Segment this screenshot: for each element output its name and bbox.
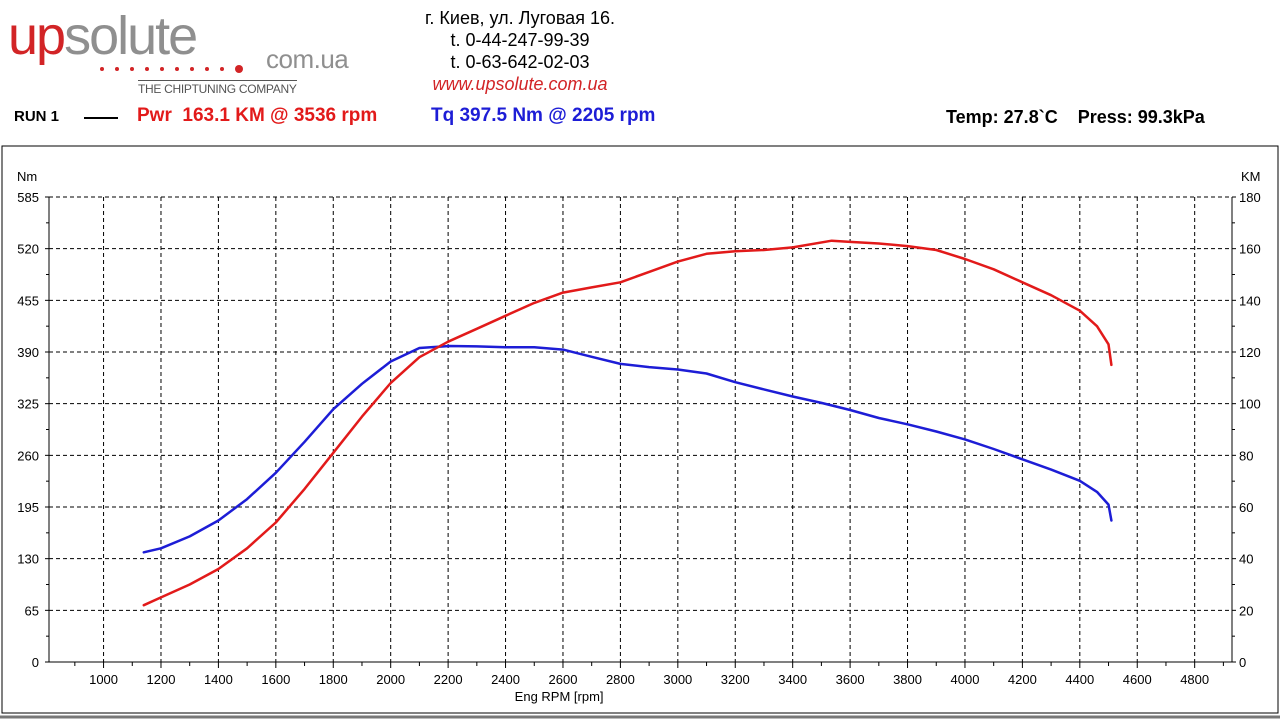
x-tick-label: 2800 (606, 672, 635, 687)
y-left-tick-label: 455 (17, 293, 39, 308)
contact-address: г. Киев, ул. Луговая 16. (425, 8, 615, 28)
contact-phone-1: t. 0-44-247-99-39 (450, 30, 590, 50)
x-tick-label: 1800 (319, 672, 348, 687)
x-tick-label: 2000 (376, 672, 405, 687)
y-left-tick-label: 325 (17, 397, 39, 412)
y-right-tick-label: 40 (1239, 552, 1253, 567)
x-tick-label: 2400 (491, 672, 520, 687)
conditions-readout: Temp: 27.8`C Press: 99.3kPa (946, 107, 1205, 127)
dyno-chart-svg: 1000 1200 1400 1600 1800 2000 2200 2400 2600 2800… (0, 145, 1280, 719)
y-right-tick-label: 0 (1239, 655, 1246, 670)
y-left-tick-label: 260 (17, 448, 39, 463)
y-left-tick-label: 0 (32, 655, 39, 670)
torque-curve-line (142, 344, 1113, 554)
x-tick-label: 3400 (778, 672, 807, 687)
x-tick-label: 1600 (261, 672, 290, 687)
y-right-tick-label: 20 (1239, 603, 1253, 618)
x-tick-label: 4000 (951, 672, 980, 687)
y-left-axis-label: Nm (17, 169, 37, 184)
x-tick-label: 2200 (434, 672, 463, 687)
x-tick-label: 4200 (1008, 672, 1037, 687)
y-right-tick-label: 80 (1239, 448, 1253, 463)
x-tick-label: 3200 (721, 672, 750, 687)
x-tick-label: 4600 (1123, 672, 1152, 687)
grid-layer (49, 196, 1232, 662)
y-right-tick-label: 160 (1239, 242, 1261, 257)
logo-domain: com.ua (266, 44, 349, 74)
chart-frame (1, 145, 1279, 714)
y-right-tick-label: 100 (1239, 397, 1261, 412)
logo-tagline: THE CHIPTUNING COMPANY (138, 80, 297, 96)
y-left-tick-label: 130 (17, 552, 39, 567)
y-right-tick-label: 120 (1239, 345, 1261, 360)
x-tick-label: 3800 (893, 672, 922, 687)
y-left-tick-label: 585 (17, 190, 39, 205)
x-tick-label: 4800 (1180, 672, 1209, 687)
series-layer (142, 239, 1113, 607)
logo-solute: solute (64, 6, 198, 66)
y-left-tick-label: 195 (17, 500, 39, 515)
x-axis-label: Eng RPM [rpm] (515, 689, 604, 704)
y-left-tick-label: 520 (17, 242, 39, 257)
dyno-chart: 1000 1200 1400 1600 1800 2000 2200 2400 2600 2800… (0, 145, 1280, 720)
run-label: RUN 1 (14, 108, 60, 125)
y-left-tick-label: 65 (25, 603, 39, 618)
x-tick-label: 4400 (1065, 672, 1094, 687)
power-curve-line (142, 239, 1113, 607)
torque-summary: Tq 397.5 Nm @ 2205 rpm (431, 105, 656, 126)
y-right-tick-label: 140 (1239, 293, 1261, 308)
axes-layer: 1000 1200 1400 1600 1800 2000 2200 2400 2600 2800… (17, 169, 1261, 704)
y-left-tick-label: 390 (17, 345, 39, 360)
x-tick-label: 3000 (663, 672, 692, 687)
x-tick-label: 2600 (549, 672, 578, 687)
x-tick-label: 1400 (204, 672, 233, 687)
y-right-tick-label: 180 (1239, 190, 1261, 205)
x-tick-label: 1000 (89, 672, 118, 687)
logo-dots-decoration (100, 60, 270, 73)
y-right-tick-label: 60 (1239, 500, 1253, 515)
y-right-axis-label: KM (1241, 169, 1261, 184)
report-header: upsolute com.ua THE CHIPTUNING COMPANY г… (0, 0, 1280, 145)
x-tick-label: 1200 (147, 672, 176, 687)
contact-website[interactable]: www.upsolute.com.ua (432, 74, 608, 94)
x-tick-label: 3600 (836, 672, 865, 687)
brand-logo: upsolute (8, 6, 198, 66)
contact-phone-2: t. 0-63-642-02-03 (450, 52, 590, 72)
logo-up: up (8, 6, 66, 66)
power-summary: Pwr 163.1 KM @ 3536 rpm (137, 105, 378, 126)
run-line-swatch (84, 117, 118, 119)
